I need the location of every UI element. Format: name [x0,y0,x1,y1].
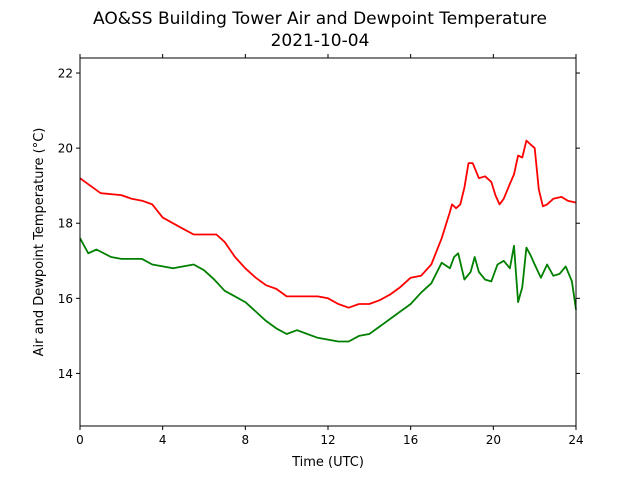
plot-frame [79,57,577,427]
x-tick-label: 12 [320,433,335,447]
y-tick-label: 14 [58,367,73,381]
x-tick-label: 24 [568,433,583,447]
x-tick-label: 16 [403,433,418,447]
series-line-1 [79,237,577,343]
y-tick-label: 18 [58,217,73,231]
chart-subtitle: 2021-10-04 [271,31,370,51]
y-tick-label: 22 [58,67,73,81]
y-tick-label: 20 [58,142,73,156]
plot-area [79,139,577,343]
x-axis-label: Time (UTC) [291,455,364,470]
x-axis: 0 4 8 12 16 20 24 [76,54,584,447]
x-tick-label: 20 [486,433,501,447]
x-tick-label: 8 [242,433,250,447]
x-tick-label: 4 [159,433,167,447]
y-tick-label: 16 [58,292,73,306]
x-tick-label: 0 [76,433,84,447]
chart-title: AO&SS Building Tower Air and Dewpoint Te… [93,9,547,29]
y-axis: 14 16 18 20 22 [58,67,580,381]
series-line-0 [79,139,577,309]
y-axis-label: Air and Dewpoint Temperature (°C) [32,128,47,357]
